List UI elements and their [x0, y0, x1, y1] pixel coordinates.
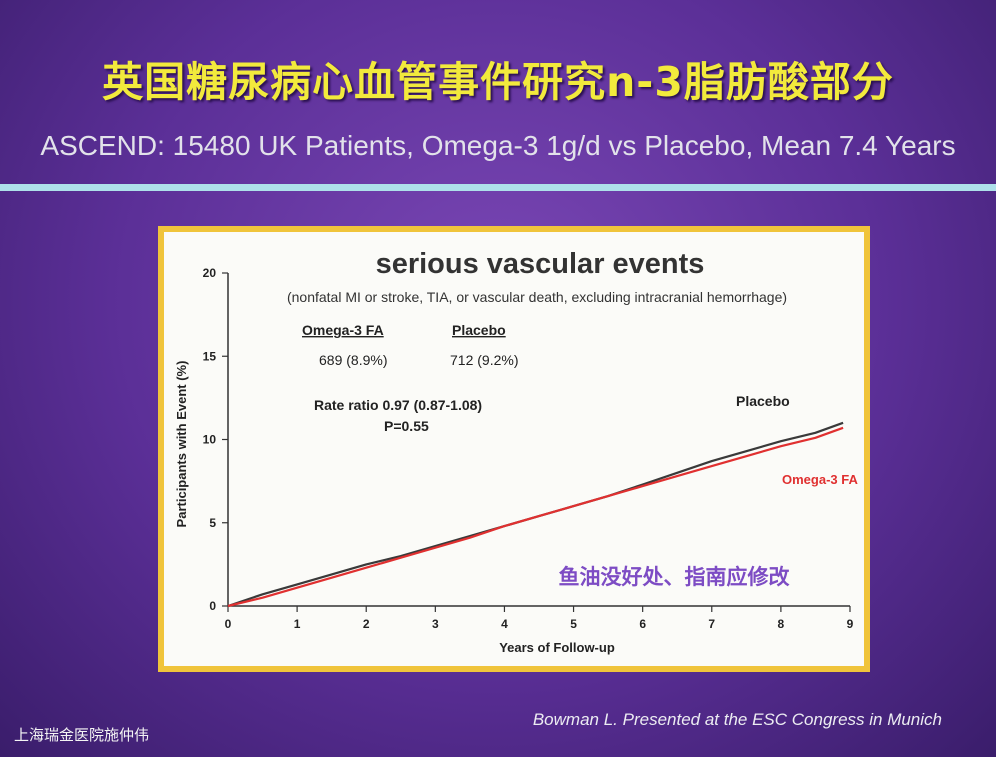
slide-title: 英国糖尿病心血管事件研究n-3脂肪酸部分: [102, 58, 894, 106]
series-label-placebo: Placebo: [736, 393, 790, 409]
y-tick-label: 10: [203, 433, 217, 447]
p-value-text: P=0.55: [384, 418, 429, 434]
chart-frame: serious vascular events (nonfatal MI or …: [158, 226, 870, 672]
slide-subtitle: ASCEND: 15480 UK Patients, Omega-3 1g/d …: [40, 130, 956, 161]
table-value-omega: 689 (8.9%): [319, 352, 387, 368]
x-tick-label: 3: [432, 617, 439, 631]
x-tick-label: 7: [708, 617, 715, 631]
table-header-placebo: Placebo: [452, 322, 506, 338]
series-line-omega: [227, 426, 844, 608]
rate-ratio-text: Rate ratio 0.97 (0.87-1.08): [314, 397, 482, 413]
annotation-text: 鱼油没好处、指南应修改: [559, 565, 791, 589]
x-tick-label: 1: [294, 617, 301, 631]
axes-group: 0 1 2 3 4 5 6 7 8 9 0 5 10 15 20: [203, 266, 854, 631]
y-tick-label: 20: [203, 266, 217, 280]
footer-citation: Bowman L. Presented at the ESC Congress …: [532, 710, 942, 729]
footer-watermark: 上海瑞金医院施仲伟: [14, 726, 150, 744]
x-axis-label: Years of Follow-up: [499, 640, 615, 655]
x-tick-label: 0: [225, 617, 232, 631]
x-tick-label: 5: [570, 617, 577, 631]
x-tick-label: 8: [778, 617, 785, 631]
x-tick-label: 9: [847, 617, 854, 631]
table-header-omega: Omega-3 FA: [302, 322, 384, 338]
x-tick-label: 6: [639, 617, 646, 631]
chart-subtitle: (nonfatal MI or stroke, TIA, or vascular…: [287, 289, 787, 305]
chart-svg: serious vascular events (nonfatal MI or …: [174, 248, 858, 655]
lines-group: [227, 421, 844, 608]
y-tick-label: 5: [209, 516, 216, 530]
x-tick-label: 4: [501, 617, 508, 631]
y-axis-label: Participants with Event (%): [174, 361, 189, 528]
series-label-omega: Omega-3 FA: [782, 472, 858, 487]
y-tick-label: 15: [203, 349, 217, 363]
chart-title: serious vascular events: [376, 248, 705, 280]
divider-line: [0, 184, 996, 191]
y-tick-label: 0: [209, 599, 216, 613]
table-value-placebo: 712 (9.2%): [450, 352, 518, 368]
x-tick-label: 2: [363, 617, 370, 631]
